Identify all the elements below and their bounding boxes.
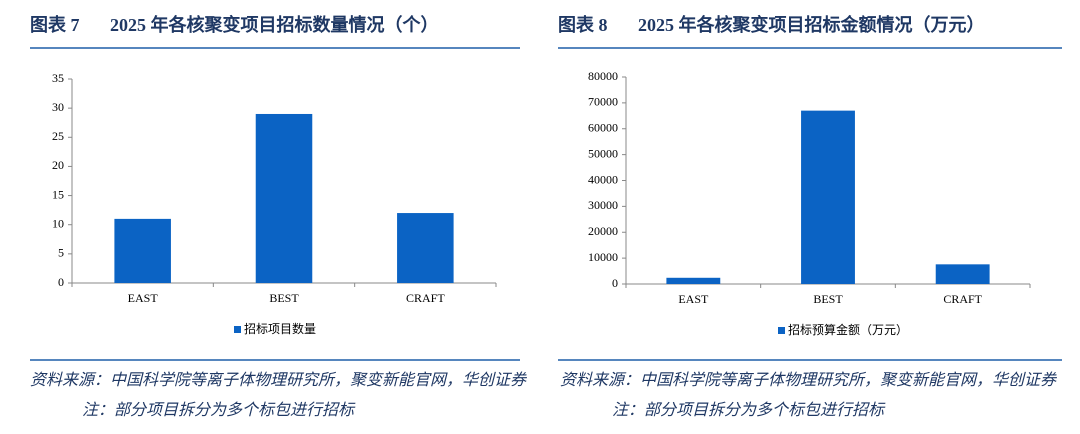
y-tick-label: 60000 [588, 121, 618, 135]
bar [255, 113, 313, 283]
legend-label: 招标项目数量 [244, 321, 316, 336]
x-tick-label: CRAFT [406, 291, 445, 305]
bar [935, 264, 990, 284]
note: 注：部分项目拆分为多个标包进行招标 [82, 402, 355, 419]
y-tick-label: 70000 [588, 95, 618, 109]
y-tick-label: 0 [58, 275, 64, 289]
chart-title: 2025 年各核聚变项目招标数量情况（个） [110, 14, 439, 35]
y-tick-label: 50000 [588, 146, 618, 160]
bar [666, 277, 721, 284]
x-tick-label: BEST [813, 292, 843, 306]
y-tick-label: 25 [52, 129, 64, 143]
source: 资料来源：中国科学院等离子体物理研究所，聚变新能官网，华创证券 [30, 372, 527, 389]
y-tick-label: 40000 [588, 172, 618, 186]
y-tick-label: 20 [52, 158, 64, 172]
legend-swatch [234, 326, 241, 333]
y-tick-label: 30 [52, 100, 64, 114]
note: 注：部分项目拆分为多个标包进行招标 [612, 402, 885, 419]
chart-title: 2025 年各核聚变项目招标金额情况（万元） [638, 14, 985, 35]
y-tick-label: 0 [612, 276, 618, 290]
source-block: 资料来源：中国科学院等离子体物理研究所，聚变新能官网，华创证券注：部分项目拆分为… [30, 366, 530, 426]
legend-label: 招标预算金额（万元） [788, 322, 908, 337]
y-tick-label: 10 [52, 216, 64, 230]
bar [114, 218, 171, 283]
x-tick-label: EAST [678, 292, 709, 306]
y-tick-label: 80000 [588, 69, 618, 83]
bar [397, 213, 454, 283]
y-tick-label: 30000 [588, 198, 618, 212]
y-tick-label: 10000 [588, 250, 618, 264]
y-tick-label: 20000 [588, 224, 618, 238]
y-tick-label: 5 [58, 246, 64, 260]
x-tick-label: BEST [269, 291, 299, 305]
figure-label: 图表 8 [558, 14, 608, 35]
figure-label: 图表 7 [30, 14, 80, 35]
x-tick-label: CRAFT [943, 292, 982, 306]
legend-swatch [778, 327, 785, 334]
x-tick-label: EAST [128, 291, 159, 305]
y-tick-label: 35 [52, 71, 64, 85]
source-block: 资料来源：中国科学院等离子体物理研究所，聚变新能官网，华创证券注：部分项目拆分为… [560, 366, 1060, 426]
source: 资料来源：中国科学院等离子体物理研究所，聚变新能官网，华创证券 [560, 372, 1057, 389]
y-tick-label: 15 [52, 187, 64, 201]
bar [801, 110, 855, 284]
